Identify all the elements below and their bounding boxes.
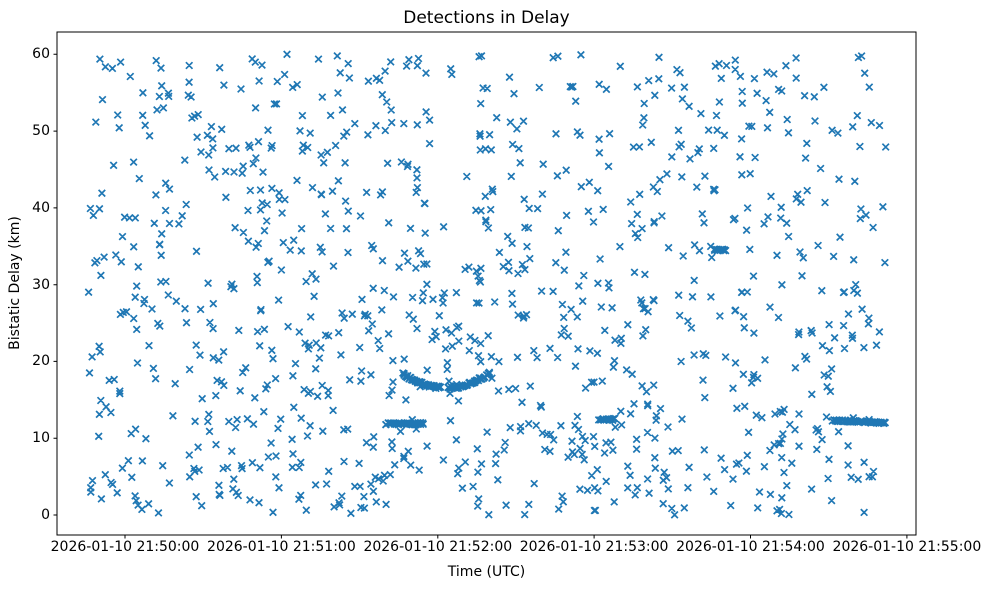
x-tick-label: 2026-01-10 21:52:00 (363, 539, 513, 555)
x-tick-label: 2026-01-10 21:51:00 (207, 539, 356, 555)
axis-tick-marks (53, 53, 908, 539)
y-tick-label: 20 (32, 353, 50, 370)
y-tick-label: 10 (32, 430, 50, 447)
x-tick-label: 2026-01-10 21:53:00 (519, 539, 669, 555)
chart-title: Detections in Delay (403, 8, 570, 28)
y-tick-label: 50 (32, 123, 50, 140)
y-tick-label: 40 (32, 199, 50, 216)
x-tick-label: 2026-01-10 21:55:00 (832, 539, 982, 555)
y-tick-label: 60 (32, 46, 50, 63)
detection-markers (84, 50, 890, 519)
axes-frame (56, 31, 917, 536)
y-tick-label: 0 (41, 507, 50, 523)
x-tick-label: 2026-01-10 21:50:00 (50, 539, 200, 555)
y-tick-label: 30 (32, 276, 50, 293)
x-axis-label: Time (UTC) (447, 564, 526, 580)
x-tick-label: 2026-01-10 21:54:00 (676, 539, 825, 555)
